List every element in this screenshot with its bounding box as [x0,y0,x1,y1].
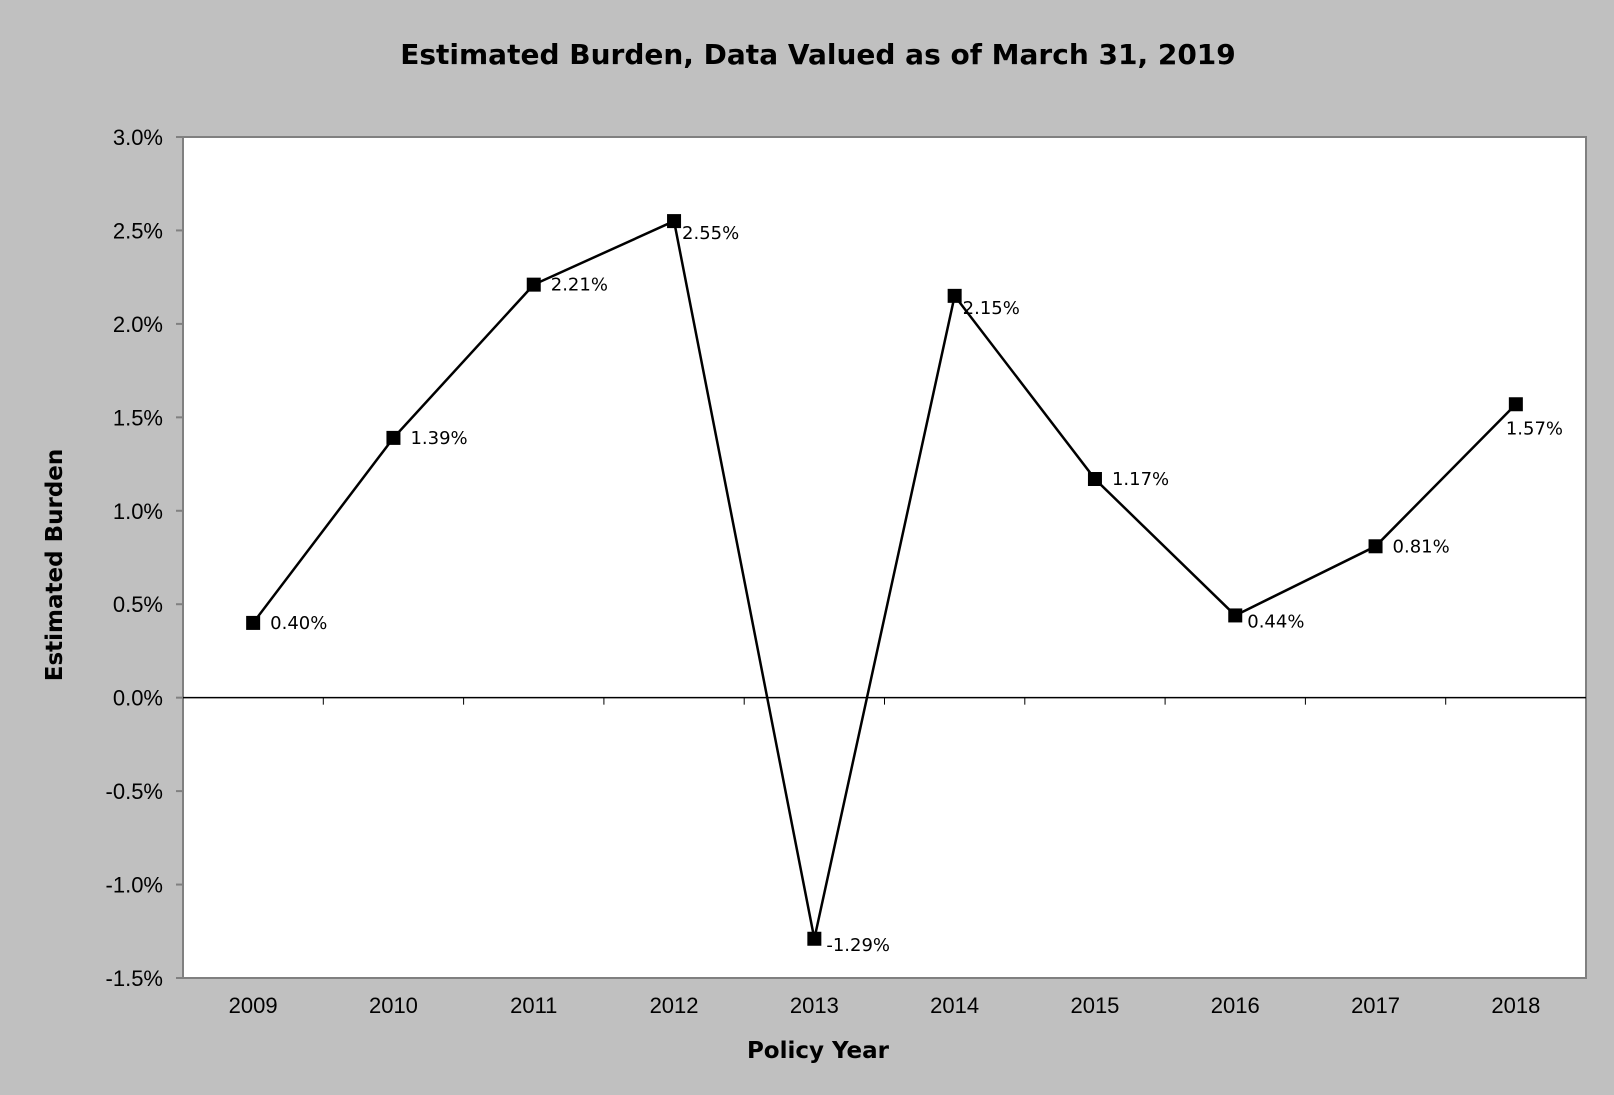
x-tick-label: 2014 [930,993,979,1018]
x-tick-label: 2011 [510,993,557,1018]
data-label: 0.40% [270,613,327,634]
y-tick-label: 3.0% [113,125,163,150]
x-axis-title: Policy Year [747,1038,890,1064]
x-tick-label: 2018 [1491,993,1540,1018]
data-label: 2.55% [682,223,739,244]
data-point-marker [386,430,401,445]
y-tick-label: -1.5% [106,966,163,991]
x-tick-label: 2015 [1070,993,1119,1018]
x-tick-label: 2010 [369,993,418,1018]
data-label: 0.44% [1247,611,1304,632]
data-label: -1.29% [826,935,890,956]
y-tick-label: 2.0% [113,312,163,337]
y-tick-label: -1.0% [106,873,163,898]
y-tick-label: 0.0% [113,686,163,711]
x-tick-label: 2009 [229,993,278,1018]
data-point-marker [1508,397,1523,412]
data-label: 2.15% [963,298,1020,319]
x-tick-label: 2013 [790,993,839,1018]
data-point-marker [526,277,541,292]
data-label: 0.81% [1393,536,1450,557]
y-tick-label: 0.5% [113,592,163,617]
data-label: 1.17% [1112,469,1169,490]
data-point-marker [947,288,962,303]
data-point-marker [1368,539,1383,554]
data-point-marker [1228,608,1243,623]
plot-area: 3.0% 2.5% 2.0% 1.5% 1.0% 0.5% 0.0% -0.5% -1.0% -1… [106,125,1587,1018]
y-tick-label: -0.5% [106,779,163,804]
data-label: 2.21% [551,275,608,296]
data-point-marker [807,931,822,946]
chart-title: Estimated Burden, Data Valued as of Marc… [400,38,1236,71]
x-tick-label: 2017 [1351,993,1400,1018]
data-label: 1.57% [1506,418,1563,439]
x-tick-label: 2012 [650,993,699,1018]
data-point-marker [1087,472,1102,487]
plot-background [182,136,1587,979]
data-point-marker [667,214,682,229]
y-tick-label: 2.5% [113,218,163,243]
data-label: 1.39% [410,428,467,449]
y-tick-label: 1.0% [113,499,163,524]
y-axis-title: Estimated Burden [42,449,68,682]
data-point-marker [246,615,261,630]
series-line [252,219,1517,940]
y-tick-label: 1.5% [113,405,163,430]
x-tick-label: 2016 [1211,993,1260,1018]
